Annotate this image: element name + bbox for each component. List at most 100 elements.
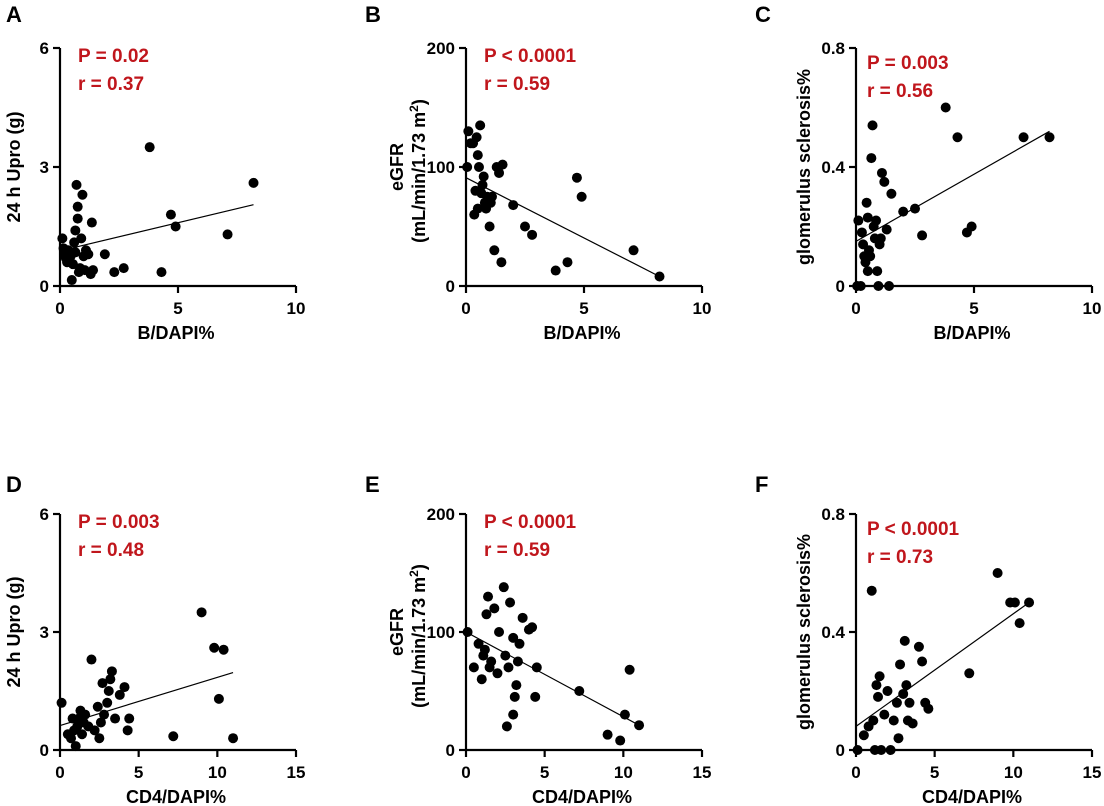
data-point xyxy=(228,733,239,744)
data-point xyxy=(483,591,494,602)
data-point xyxy=(462,162,473,172)
y-axis-units-superscript: 2 xyxy=(407,570,421,577)
data-point xyxy=(76,233,87,244)
y-tick-label: 0 xyxy=(40,277,49,296)
p-value-annotation: P < 0.0001 xyxy=(484,46,577,67)
data-point xyxy=(923,703,934,714)
y-tick-label: 3 xyxy=(40,158,49,177)
data-point xyxy=(872,266,883,277)
r-value-annotation: r = 0.37 xyxy=(78,74,144,95)
data-point xyxy=(468,662,479,673)
data-point xyxy=(494,167,505,178)
data-point xyxy=(498,582,509,593)
data-point xyxy=(964,668,975,679)
y-tick-label: 0 xyxy=(836,277,845,296)
panel-letter-c: C xyxy=(755,2,771,27)
data-point xyxy=(89,725,100,736)
data-point xyxy=(170,221,181,232)
data-point xyxy=(481,609,492,620)
y-axis-title-e: eGFR xyxy=(387,608,407,656)
data-point xyxy=(910,203,920,214)
y-tick-label: 6 xyxy=(40,505,49,524)
y-tick-label: 100 xyxy=(427,623,455,642)
data-point xyxy=(77,189,88,200)
y-tick-label: 0 xyxy=(40,741,49,760)
data-point xyxy=(503,662,514,673)
data-point xyxy=(463,126,474,137)
p-value-annotation: P < 0.0001 xyxy=(484,512,577,533)
x-tick-label: 0 xyxy=(461,763,470,782)
x-tick-label: 0 xyxy=(851,299,860,318)
data-point xyxy=(494,627,505,637)
data-point xyxy=(884,281,895,291)
data-point xyxy=(103,686,114,696)
y-axis-title-b: eGFR xyxy=(387,143,407,191)
y-tick-label: 0.4 xyxy=(821,158,845,177)
data-point xyxy=(624,664,635,675)
data-point xyxy=(106,666,117,677)
data-point xyxy=(72,201,83,212)
panel-e: E 0 100 200 0 5 10 15 CD4/DAPI% eGFR (mL/min/1.73 … xyxy=(365,472,711,806)
data-point xyxy=(871,215,882,226)
data-point xyxy=(489,603,500,614)
data-point xyxy=(1024,597,1035,608)
y-axis-units-superscript: 2 xyxy=(407,105,421,112)
x-tick-label: 0 xyxy=(851,763,860,782)
data-point xyxy=(472,150,483,161)
data-point xyxy=(512,656,523,667)
data-point xyxy=(99,249,110,260)
data-point xyxy=(508,200,519,211)
data-point xyxy=(105,674,116,685)
y-tick-label: 0 xyxy=(836,741,845,760)
y-axis-title-c: glomerulus sclerosis% xyxy=(794,69,814,265)
x-tick-label: 5 xyxy=(579,299,588,318)
data-point xyxy=(479,644,490,655)
data-point xyxy=(866,153,877,164)
data-point xyxy=(508,632,519,643)
x-tick-label: 5 xyxy=(134,763,143,782)
data-point xyxy=(875,233,886,244)
data-point xyxy=(500,650,511,661)
data-point xyxy=(856,227,867,238)
panel-a: A 0 3 6 0 5 10 B/DAPI% 24 h Upro (g) P = 0.02 r = … xyxy=(4,2,305,343)
data-point xyxy=(196,607,207,618)
x-axis-title-d: CD4/DAPI% xyxy=(126,787,226,806)
regression-line-f xyxy=(855,602,1030,727)
data-point xyxy=(92,701,103,712)
data-point xyxy=(477,179,488,190)
p-value-annotation: P = 0.003 xyxy=(867,53,949,74)
y-tick-label: 200 xyxy=(427,39,455,58)
x-tick-label: 10 xyxy=(1083,299,1102,318)
data-point xyxy=(486,656,497,667)
y-tick-label: 0.4 xyxy=(821,623,845,642)
data-point xyxy=(505,597,516,608)
x-axis-title-b: B/DAPI% xyxy=(543,323,620,343)
data-point xyxy=(866,585,877,596)
data-point xyxy=(70,741,81,752)
data-point xyxy=(531,662,542,673)
y-axis-title-d: 24 h Upro (g) xyxy=(4,576,24,687)
r-value-annotation: r = 0.59 xyxy=(484,540,550,561)
data-point xyxy=(891,697,902,708)
data-point xyxy=(72,213,83,224)
data-point xyxy=(615,735,626,746)
data-point xyxy=(83,249,94,260)
data-point xyxy=(110,713,121,724)
data-point xyxy=(654,271,665,282)
data-point xyxy=(520,221,530,232)
data-point xyxy=(472,203,483,214)
data-point xyxy=(634,720,645,731)
data-point xyxy=(66,275,77,286)
data-point xyxy=(144,142,155,153)
data-point xyxy=(471,132,482,143)
x-axis-title-e: CD4/DAPI% xyxy=(532,787,632,806)
x-tick-label: 5 xyxy=(930,763,939,782)
p-value-annotation: P = 0.02 xyxy=(78,46,149,67)
y-axis-units-text: (mL/min/1.73 m xyxy=(409,577,429,708)
data-point xyxy=(71,179,82,190)
data-point xyxy=(508,709,519,720)
data-point xyxy=(1018,132,1029,143)
y-tick-label: 0.8 xyxy=(821,505,845,524)
data-point xyxy=(527,229,538,240)
